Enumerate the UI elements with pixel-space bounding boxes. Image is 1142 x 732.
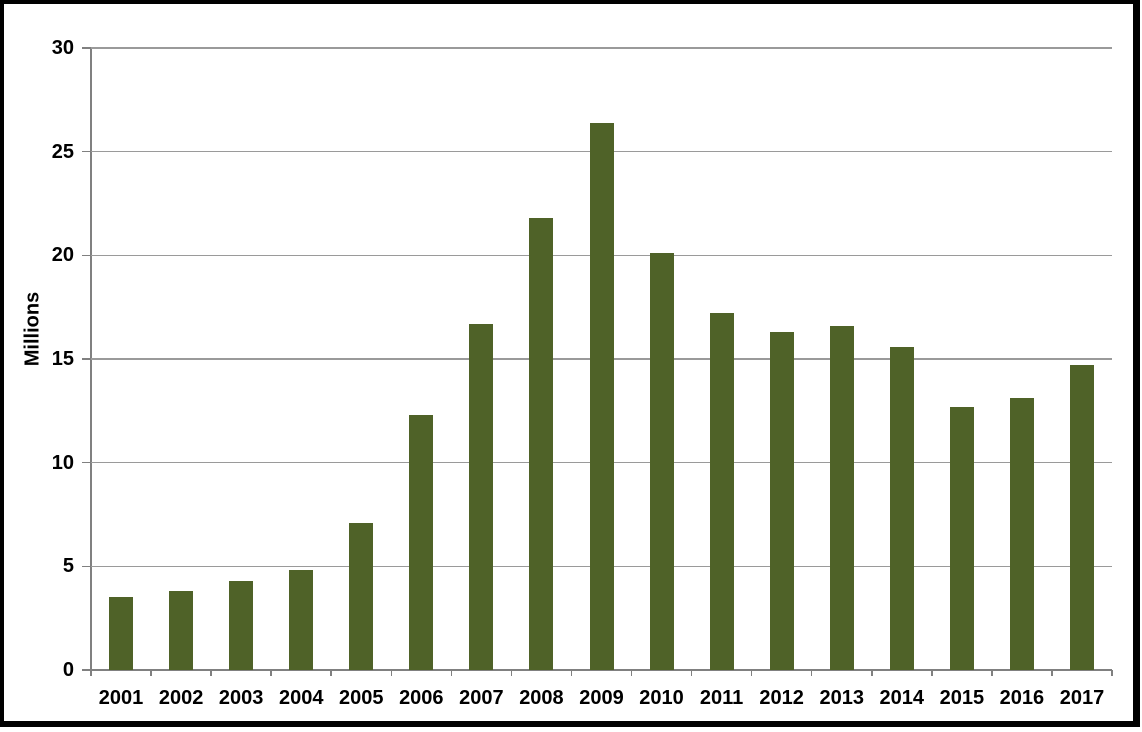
plot-area — [90, 47, 1112, 676]
y-axis-line — [90, 48, 92, 676]
y-axis-tick-0 — [82, 669, 91, 671]
x-axis-tick-11 — [750, 670, 753, 676]
x-cat-label-2003: 2003 — [218, 687, 264, 709]
y-axis-tick-20 — [82, 254, 91, 257]
x-cat-label-2002: 2002 — [158, 687, 204, 709]
x-cat-label-2014: 2014 — [879, 687, 925, 709]
x-axis-tick-6 — [450, 670, 453, 676]
y-tick-label-30: 30 — [51, 37, 74, 59]
x-axis-line — [91, 669, 1112, 671]
x-axis-tick-8 — [570, 670, 573, 676]
x-axis-tick-15 — [991, 670, 993, 676]
bar-2008 — [529, 218, 554, 670]
x-cat-label-2015: 2015 — [939, 687, 985, 709]
bar-2012 — [769, 332, 794, 670]
x-axis-tick-1 — [150, 670, 152, 676]
x-axis-tick-10 — [690, 670, 693, 676]
x-cat-label-2010: 2010 — [639, 687, 684, 709]
bar-2014 — [889, 346, 914, 670]
bar-2007 — [469, 323, 494, 670]
x-cat-label-2013: 2013 — [819, 687, 864, 709]
y-axis-tick-10 — [82, 461, 91, 464]
bar-2011 — [709, 313, 734, 670]
bar-2015 — [949, 406, 974, 670]
x-cat-label-2012: 2012 — [759, 687, 804, 709]
x-cat-label-2006: 2006 — [399, 687, 444, 709]
y-tick-label-0: 0 — [62, 659, 74, 681]
x-axis-tick-14 — [931, 670, 933, 676]
bar-2006 — [409, 414, 434, 670]
y-tick-label-10: 10 — [51, 451, 74, 474]
x-axis-tick-9 — [630, 670, 633, 676]
bar-2003 — [229, 580, 254, 670]
x-cat-label-2009: 2009 — [579, 687, 624, 709]
x-cat-label-2007: 2007 — [459, 687, 504, 709]
x-cat-label-2001: 2001 — [98, 687, 144, 709]
bar-2017 — [1069, 365, 1094, 670]
gridline-y-30 — [91, 47, 1112, 49]
bar-2010 — [649, 253, 674, 670]
x-axis-tick-0 — [90, 670, 92, 676]
x-axis-tick-3 — [270, 670, 272, 676]
y-tick-label-20: 20 — [51, 244, 74, 267]
x-axis-tick-2 — [210, 670, 212, 676]
bar-2002 — [169, 591, 194, 670]
y-axis-tick-5 — [82, 565, 91, 568]
x-axis-tick-7 — [510, 670, 513, 676]
bar-2005 — [349, 522, 374, 670]
x-axis-tick-4 — [330, 670, 332, 676]
bar-2009 — [589, 122, 614, 670]
x-axis-tick-12 — [810, 670, 813, 676]
bar-2001 — [109, 597, 134, 670]
x-cat-label-2008: 2008 — [519, 687, 564, 709]
bar-2004 — [289, 570, 314, 670]
y-tick-label-15: 15 — [51, 348, 74, 370]
x-cat-label-2005: 2005 — [339, 687, 384, 709]
x-cat-label-2017: 2017 — [1059, 687, 1105, 709]
y-axis-tick-25 — [82, 150, 91, 153]
x-cat-label-2016: 2016 — [999, 687, 1045, 709]
x-axis-tick-5 — [390, 670, 393, 676]
x-axis-tick-17 — [1111, 670, 1113, 676]
y-axis-tick-30 — [82, 47, 91, 49]
x-axis-tick-16 — [1051, 670, 1053, 676]
y-tick-label-25: 25 — [51, 140, 74, 163]
y-tick-label-5: 5 — [62, 555, 74, 578]
bar-2016 — [1009, 398, 1034, 670]
x-cat-label-2004: 2004 — [278, 687, 324, 709]
x-axis-tick-13 — [871, 670, 873, 676]
x-cat-label-2011: 2011 — [699, 687, 744, 709]
bar-2013 — [829, 325, 854, 670]
y-axis-tick-15 — [82, 358, 91, 360]
